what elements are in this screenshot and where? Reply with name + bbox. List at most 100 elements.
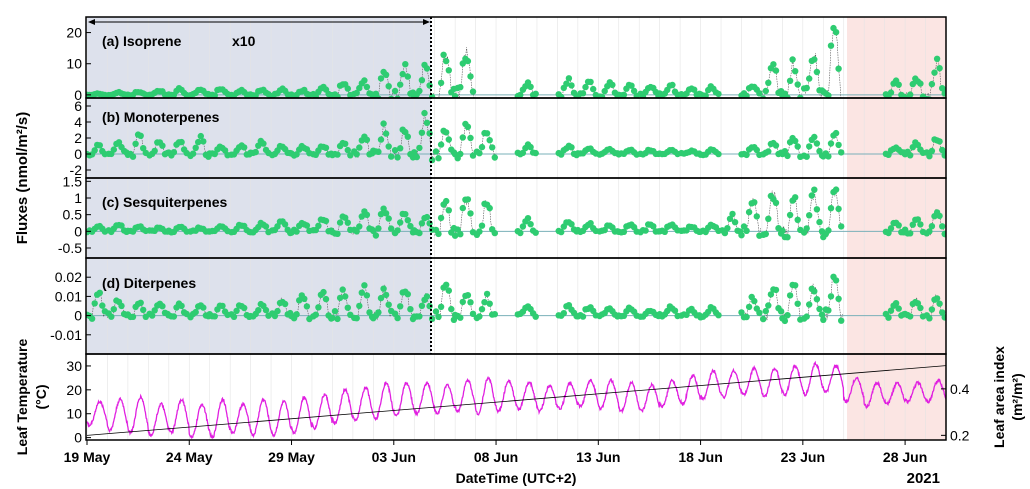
flux-point <box>391 87 399 95</box>
flux-point <box>965 231 971 237</box>
panel-isoprene <box>86 24 973 103</box>
flux-point <box>794 216 801 223</box>
flux-point <box>914 216 922 223</box>
flux-point <box>437 303 445 310</box>
flux-point <box>895 222 902 229</box>
flux-point <box>464 123 472 130</box>
flux-point <box>363 136 371 143</box>
flux-point <box>982 228 988 234</box>
panel-b-title: (b) Monoterpenes <box>102 109 220 125</box>
flux-point <box>784 312 791 319</box>
flux-point <box>628 82 635 89</box>
flux-point <box>907 230 914 237</box>
flux-point <box>885 229 892 237</box>
flux-point <box>794 143 801 150</box>
flux-point <box>816 218 823 226</box>
flux-point <box>322 295 330 303</box>
flux-point <box>200 304 207 311</box>
panel-a-annotation: x10 <box>232 33 256 49</box>
flux-point <box>397 81 404 88</box>
flux-point <box>397 219 404 226</box>
flux-point <box>334 93 341 98</box>
flux-point <box>958 80 964 86</box>
flux-point <box>334 151 341 158</box>
flux-point <box>491 229 498 237</box>
flux-point <box>192 308 199 316</box>
flux-point <box>669 81 676 89</box>
flux-point <box>967 93 973 99</box>
flux-point <box>363 292 371 299</box>
flux-point <box>832 129 840 137</box>
flux-point <box>715 90 722 98</box>
flux-point <box>772 142 780 149</box>
flux-point <box>721 229 729 237</box>
flux-point <box>986 150 992 156</box>
flux-point <box>315 304 322 311</box>
right-shaded-period <box>847 17 946 354</box>
flux-point <box>489 144 496 151</box>
flux-point <box>726 215 734 222</box>
flux-point <box>825 153 832 160</box>
flux-point <box>380 285 387 292</box>
flux-point <box>377 75 385 82</box>
y2-tick-label: 0.4 <box>950 381 970 397</box>
flux-point <box>274 223 281 230</box>
flux-point <box>792 194 799 201</box>
flux-point <box>356 302 363 310</box>
flux-point <box>478 306 486 313</box>
flux-point <box>230 313 238 320</box>
flux-point <box>997 214 1003 220</box>
y-tick-label: -0.5 <box>58 240 82 256</box>
flux-point <box>382 210 390 217</box>
flux-point <box>445 67 452 74</box>
flux-point <box>344 146 351 154</box>
flux-point <box>827 205 835 212</box>
flux-point <box>293 228 300 235</box>
flux-point <box>418 302 426 309</box>
flux-point <box>437 141 445 148</box>
flux-y-axis-title: Fluxes (nmol/m²/s) <box>14 112 31 245</box>
flux-point <box>375 309 382 316</box>
flux-point <box>428 156 436 164</box>
flux-point <box>991 300 997 306</box>
flux-point <box>413 153 420 161</box>
flux-point <box>762 87 769 95</box>
flux-point <box>356 84 363 92</box>
flux-point <box>391 147 399 154</box>
flux-point <box>715 150 722 158</box>
flux-point <box>784 152 791 160</box>
flux-point <box>532 149 539 157</box>
flux-point <box>200 138 207 145</box>
flux-point <box>568 221 575 228</box>
flux-point <box>356 223 363 230</box>
flux-point <box>926 315 933 322</box>
flux-point <box>630 87 638 95</box>
panel-c-title: (c) Sesquiterpenes <box>102 194 227 210</box>
flux-point <box>835 65 842 72</box>
flux-point <box>825 92 832 98</box>
flux-point <box>590 85 597 93</box>
flux-point <box>948 97 954 103</box>
flux-point <box>110 306 118 313</box>
flux-point <box>353 89 360 97</box>
flux-point <box>975 291 981 297</box>
flux-point <box>767 291 775 298</box>
left-shaded-period <box>87 17 431 354</box>
flux-point <box>948 315 954 321</box>
flux-point <box>982 153 988 159</box>
flux-point <box>404 217 411 224</box>
flux-point <box>806 75 813 82</box>
flux-point <box>426 302 433 310</box>
flux-point <box>459 298 466 306</box>
flux-point <box>320 288 327 296</box>
flux-point <box>397 145 404 152</box>
flux-point <box>241 144 248 151</box>
flux-point <box>382 130 390 137</box>
flux-point <box>813 68 821 76</box>
flux-point <box>811 56 818 63</box>
flux-point <box>361 282 368 289</box>
flux-point <box>835 295 842 302</box>
flux-point <box>445 287 452 294</box>
flux-point <box>151 307 158 314</box>
flux-point <box>977 299 983 305</box>
